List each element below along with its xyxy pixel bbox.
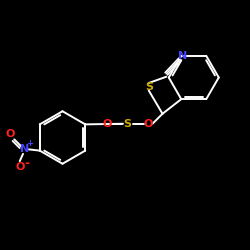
Text: N: N: [178, 51, 187, 61]
Text: O: O: [15, 162, 24, 172]
Text: -: -: [24, 157, 29, 170]
Text: N: N: [20, 144, 29, 154]
Text: +: +: [26, 140, 33, 148]
Text: S: S: [124, 119, 132, 129]
Text: O: O: [5, 129, 15, 138]
Text: O: O: [143, 119, 153, 129]
Text: O: O: [102, 119, 112, 129]
Text: S: S: [145, 82, 153, 92]
